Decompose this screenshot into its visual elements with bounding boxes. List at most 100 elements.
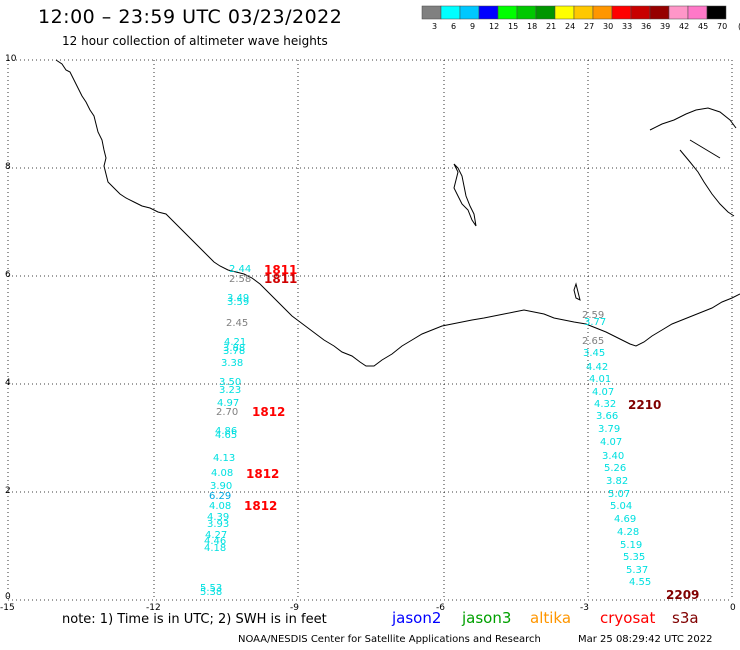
wave-height-value: 2.70 [216,407,239,418]
colorbar-label: 33 [622,22,633,31]
wave-height-value: 2.59 [582,310,605,321]
wave-height-value: 5.53 [200,583,223,594]
wave-height-value: 4.97 [217,398,240,409]
wave-height-value: 4.46 [204,536,227,547]
wave-height-value: 3.38 [221,358,244,369]
colorbar-swatch [440,5,461,20]
wave-height-value: 4.27 [205,530,228,541]
colorbar-label: 42 [679,22,690,31]
wave-height-value: 4.69 [614,514,637,525]
wave-height-value: 4.55 [629,577,652,588]
colorbar-label: 27 [584,22,595,31]
wave-height-value: 3.93 [207,519,230,530]
colorbar-swatch [592,5,613,20]
wave-height-value: 4.08 [211,468,234,479]
lat-lon-grid [7,59,733,601]
wave-height-value: 6.29 [209,491,232,502]
satellite-legend-item: altika [530,609,572,627]
colorbar-swatch [668,5,689,20]
wave-height-value: 3.59 [227,297,250,308]
wave-height-value: 4.08 [209,501,232,512]
colorbar-label: 21 [546,22,557,31]
wave-height-value: 3.50 [219,377,242,388]
x-tick-label: -15 [0,603,15,613]
pass-id-label: 1811 [264,263,298,277]
wave-height-value: 2.58 [229,274,252,285]
wave-height-value: 3.90 [210,481,233,492]
y-tick-label: 0 [5,592,11,602]
colorbar-swatch [535,5,556,20]
colorbar-swatch [687,5,708,20]
wave-height-value: 4.13 [213,453,236,464]
wave-height-value: 5.19 [620,540,643,551]
footnote: note: 1) Time is in UTC; 2) SWH is in fe… [62,612,327,627]
wave-height-value: 3.45 [583,348,606,359]
colorbar-swatch [706,5,727,20]
wave-height-value: 5.07 [608,489,631,500]
colorbar-swatch [478,5,499,20]
wave-height-value: 4.32 [594,399,617,410]
chart-subtitle: 12 hour collection of altimeter wave hei… [62,34,328,48]
wave-height-value: 4.42 [586,362,609,373]
colorbar-swatch [497,5,518,20]
wave-height-value: 3.77 [584,317,607,328]
wave-height-value: 3.49 [227,293,250,304]
wave-height-value: 3.78 [223,346,246,357]
colorbar-label: 12 [489,22,500,31]
pass-id-label: 1812 [246,467,280,481]
pass-id-label: 1811 [264,272,298,286]
colorbar-label: (ft) [738,22,740,31]
wave-height-value: 4.65 [215,430,238,441]
colorbar-label: 15 [508,22,519,31]
coastline-main [55,59,740,367]
color-scale-bar [421,5,727,20]
wave-height-value: 3.88 [223,343,246,354]
colorbar-swatch [516,5,537,20]
satellite-legend-item: jason2 [392,609,442,627]
colorbar-swatch [421,5,442,20]
satellite-legend-item: cryosat [600,609,656,627]
y-tick-label: 6 [5,270,11,280]
pass-id-label: 2209 [666,588,700,602]
pass-id-label: 1812 [244,499,278,513]
wave-height-value: 5.38 [200,587,223,598]
colorbar-swatch [611,5,632,20]
wave-height-value: 3.23 [219,385,242,396]
x-tick-label: -9 [290,603,299,613]
pass-id-label: 2210 [628,398,662,412]
wave-height-value: 2.65 [582,336,605,347]
y-tick-label: 4 [5,378,11,388]
wave-height-value: 2.45 [226,318,249,329]
island-small [573,282,581,301]
wave-height-value: 5.04 [610,501,633,512]
colorbar-label: 24 [565,22,576,31]
wave-height-value: 4.01 [589,374,612,385]
satellite-legend-item: s3a [672,609,699,627]
colorbar-swatch [554,5,575,20]
wave-height-value: 4.07 [592,387,615,398]
wave-height-value: 4.86 [215,426,238,437]
wave-height-value: 3.40 [602,451,625,462]
x-tick-label: -12 [146,603,161,613]
wave-height-value: 5.37 [626,565,649,576]
wave-height-value: 4.07 [600,437,623,448]
credit-line: NOAA/NESDIS Center for Satellite Applica… [238,634,541,645]
wave-height-value: 5.35 [623,552,646,563]
x-tick-label: -6 [436,603,445,613]
colorbar-swatch [649,5,670,20]
colorbar-label: 9 [470,22,476,31]
island-coastline [453,163,477,227]
wave-height-value: 4.18 [204,543,227,554]
x-tick-label: -3 [580,603,589,613]
colorbar-label: 36 [641,22,652,31]
colorbar-swatch [459,5,480,20]
colorbar-label: 18 [527,22,538,31]
colorbar-swatch [573,5,594,20]
satellite-legend-item: jason3 [462,609,512,627]
wave-height-value: 4.39 [207,512,230,523]
wave-height-value: 4.28 [617,527,640,538]
wave-height-value: 3.79 [598,424,621,435]
wave-height-value: 3.82 [606,476,629,487]
y-tick-label: 8 [5,162,11,172]
